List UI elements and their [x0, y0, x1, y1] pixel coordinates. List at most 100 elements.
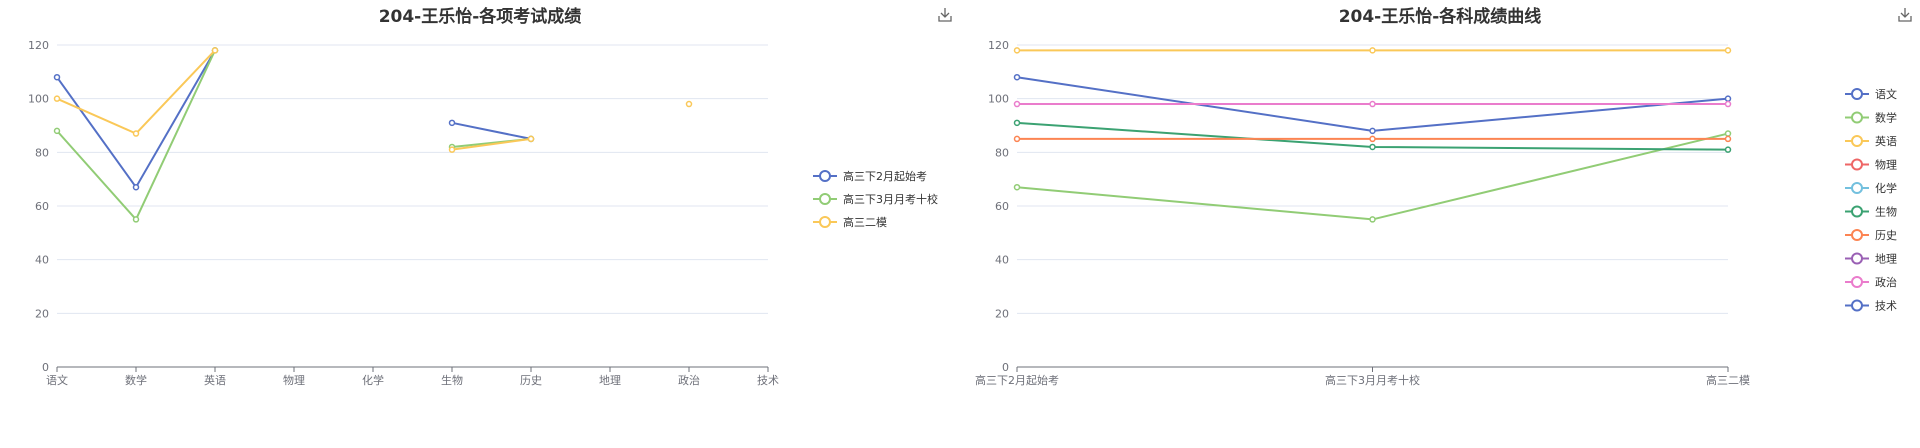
data-point — [1369, 47, 1376, 54]
data-point — [53, 73, 61, 81]
series-8 — [1013, 100, 1732, 108]
legend-marker — [1851, 158, 1863, 171]
x-tick-label: 英语 — [204, 373, 226, 387]
legend-label: 高三下3月月考十校 — [843, 192, 938, 206]
data-point — [1013, 47, 1021, 54]
exam-scores-chart: 204-王乐怡-各项考试成绩 0 20 40 60 80 100 120 语文 数学 英语 物理 化学… — [28, 6, 954, 387]
x-tick-label: 高三下3月月考十校 — [1325, 373, 1420, 387]
legend-label: 数学 — [1875, 111, 1897, 125]
data-point — [685, 100, 693, 108]
legend-marker — [1851, 182, 1863, 194]
series-2 — [53, 47, 693, 153]
legend-item[interactable]: 语文 — [1845, 87, 1897, 101]
data-point — [448, 146, 456, 153]
data-point — [1724, 130, 1732, 137]
legend-label: 高三二模 — [843, 215, 887, 229]
data-point — [1369, 143, 1376, 151]
data-point — [1013, 100, 1021, 108]
data-point — [1369, 100, 1376, 108]
legend-item[interactable]: 政治 — [1845, 275, 1897, 289]
legend-item[interactable]: 高三下3月月考十校 — [813, 192, 938, 206]
data-point — [132, 183, 140, 191]
series-2 — [1013, 47, 1732, 54]
legend-item[interactable]: 地理 — [1845, 252, 1897, 266]
legend-label: 技术 — [1875, 300, 1897, 313]
x-tick-label: 生物 — [441, 373, 463, 387]
x-tick-label: 数学 — [125, 373, 147, 387]
legend-item[interactable]: 历史 — [1845, 229, 1897, 242]
x-tick-label: 历史 — [520, 374, 542, 387]
y-tick-label: 100 — [28, 93, 49, 106]
download-icon[interactable] — [1896, 6, 1914, 24]
y-tick-label: 40 — [995, 254, 1009, 267]
legend-item[interactable]: 英语 — [1845, 134, 1897, 148]
x-tick-label: 物理 — [283, 373, 305, 387]
data-point — [132, 216, 140, 223]
subject-curve-plot: 0 20 40 60 80 100 120 高三下2月起始考 高三下3月月考十校 高三二模 语文数学… — [975, 39, 1897, 387]
data-point — [1369, 127, 1376, 135]
data-point — [1013, 73, 1021, 81]
legend-label: 物理 — [1875, 158, 1897, 172]
chart-title: 204-王乐怡-各项考试成绩 — [378, 7, 582, 27]
data-point — [53, 95, 61, 102]
x-tick-label: 高三二模 — [1706, 373, 1750, 387]
y-tick-label: 0 — [42, 361, 49, 374]
x-tick-label: 化学 — [362, 373, 384, 387]
data-point — [1724, 95, 1732, 102]
legend-marker — [819, 170, 831, 182]
legend-marker — [1851, 276, 1863, 288]
series-line — [451, 137, 532, 151]
y-tick-label: 120 — [988, 39, 1009, 52]
legend-label: 历史 — [1875, 229, 1897, 242]
series-0 — [53, 47, 535, 191]
legend-marker — [1851, 252, 1863, 265]
series-line — [56, 49, 216, 190]
data-point — [1369, 135, 1376, 143]
series-0 — [1013, 73, 1732, 135]
legend-label: 地理 — [1875, 253, 1897, 266]
y-tick-label: 80 — [995, 146, 1009, 159]
x-tick-label: 技术 — [757, 374, 779, 387]
y-tick-label: 20 — [35, 307, 49, 320]
series-1 — [53, 47, 535, 223]
legend-label: 语文 — [1875, 87, 1897, 101]
legend-marker — [1851, 299, 1863, 312]
x-tick-label: 语文 — [46, 373, 68, 387]
legend-marker — [1851, 88, 1863, 100]
data-point — [1724, 135, 1732, 143]
y-tick-label: 120 — [28, 39, 49, 52]
x-tick-label: 地理 — [599, 374, 621, 387]
legend-marker — [1851, 229, 1863, 241]
y-tick-label: 20 — [995, 307, 1009, 320]
y-tick-label: 100 — [988, 93, 1009, 106]
data-point — [1724, 100, 1732, 108]
y-tick-label: 0 — [1002, 361, 1009, 374]
legend-item[interactable]: 数学 — [1845, 111, 1897, 125]
legend-marker — [1851, 135, 1863, 147]
legend-item[interactable]: 技术 — [1845, 299, 1897, 313]
legend-label: 化学 — [1875, 181, 1897, 195]
legend-item[interactable]: 物理 — [1845, 158, 1897, 172]
legend-item[interactable]: 生物 — [1845, 205, 1897, 219]
legend-item[interactable]: 化学 — [1845, 181, 1897, 195]
series-6 — [1013, 135, 1732, 143]
download-icon[interactable] — [936, 6, 954, 24]
subject-curve-chart: 204-王乐怡-各科成绩曲线 0 20 40 60 80 100 120 高三下2月起始考 高三… — [960, 0, 1920, 448]
legend-item[interactable]: 高三下2月起始考 — [813, 169, 927, 183]
data-point — [1013, 119, 1021, 127]
legend-item[interactable]: 高三二模 — [813, 215, 887, 229]
data-point — [211, 47, 219, 54]
x-tick-label: 政治 — [678, 373, 700, 387]
y-tick-label: 40 — [35, 254, 49, 267]
legend-label: 生物 — [1875, 205, 1897, 219]
legend-marker — [1851, 111, 1863, 124]
series-5 — [1013, 119, 1732, 153]
data-point — [132, 130, 140, 137]
legend-marker — [819, 193, 831, 205]
legend-marker — [1851, 205, 1863, 218]
legend-label: 英语 — [1875, 134, 1897, 148]
exam-scores-plot: 0 20 40 60 80 100 120 语文 数学 英语 物理 化学 生物 历史 地理 政治 技术 高三下2月… — [28, 39, 938, 387]
legend-label: 高三下2月起始考 — [843, 169, 927, 183]
legend-marker — [819, 216, 831, 228]
data-point — [53, 127, 61, 135]
